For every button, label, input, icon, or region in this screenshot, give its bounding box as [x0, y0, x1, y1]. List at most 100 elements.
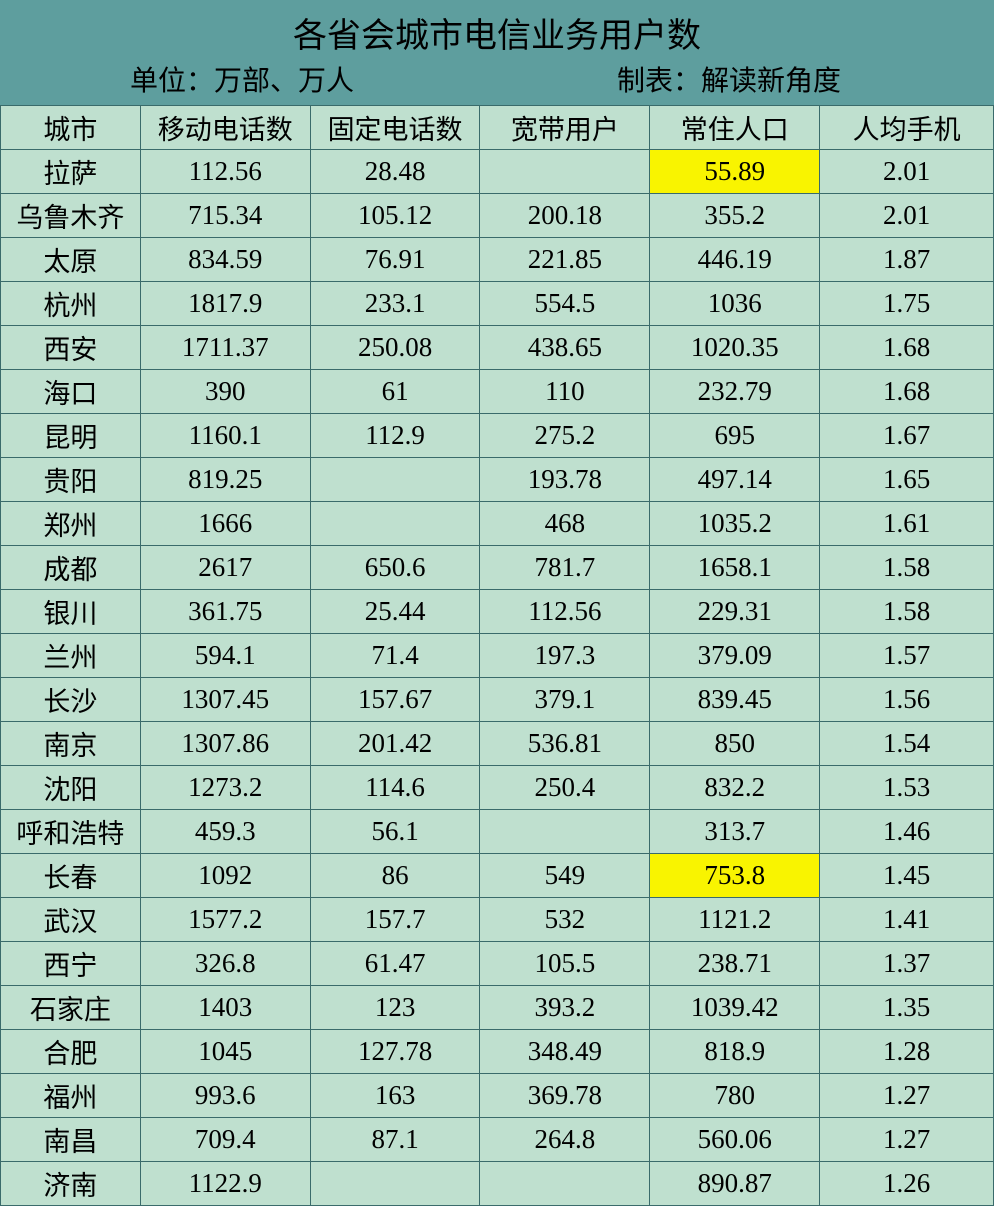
- cell-pop: 1020.35: [650, 326, 820, 370]
- cell-fixed: 61: [310, 370, 480, 414]
- cell-fixed: 123: [310, 986, 480, 1030]
- table-row: 西安1711.37250.08438.651020.351.68: [1, 326, 994, 370]
- cell-pop: 695: [650, 414, 820, 458]
- cell-mobile: 1122.9: [140, 1162, 310, 1206]
- cell-broadband: [480, 150, 650, 194]
- cell-pop: 560.06: [650, 1118, 820, 1162]
- cell-mobile: 993.6: [140, 1074, 310, 1118]
- cell-mobile: 1160.1: [140, 414, 310, 458]
- cell-mobile: 1711.37: [140, 326, 310, 370]
- cell-mobile: 1817.9: [140, 282, 310, 326]
- cell-percap: 2.01: [820, 194, 994, 238]
- cell-city: 石家庄: [1, 986, 141, 1030]
- cell-city: 兰州: [1, 634, 141, 678]
- cell-fixed: 201.42: [310, 722, 480, 766]
- table-row: 杭州1817.9233.1554.510361.75: [1, 282, 994, 326]
- cell-city: 杭州: [1, 282, 141, 326]
- cell-broadband: 369.78: [480, 1074, 650, 1118]
- cell-mobile: 1092: [140, 854, 310, 898]
- author-label: 制表：解读新角度: [507, 59, 994, 99]
- cell-broadband: 554.5: [480, 282, 650, 326]
- cell-fixed: 56.1: [310, 810, 480, 854]
- cell-pop: 780: [650, 1074, 820, 1118]
- cell-pop: 818.9: [650, 1030, 820, 1074]
- cell-percap: 1.41: [820, 898, 994, 942]
- cell-mobile: 459.3: [140, 810, 310, 854]
- cell-fixed: 233.1: [310, 282, 480, 326]
- header-area: 各省会城市电信业务用户数 单位：万部、万人 制表：解读新角度: [0, 0, 994, 105]
- cell-mobile: 390: [140, 370, 310, 414]
- cell-city: 西宁: [1, 942, 141, 986]
- cell-percap: 1.67: [820, 414, 994, 458]
- col-header-broadband: 宽带用户: [480, 106, 650, 150]
- cell-broadband: 193.78: [480, 458, 650, 502]
- cell-broadband: 532: [480, 898, 650, 942]
- cell-pop: 238.71: [650, 942, 820, 986]
- cell-mobile: 594.1: [140, 634, 310, 678]
- cell-broadband: 468: [480, 502, 650, 546]
- cell-pop: 890.87: [650, 1162, 820, 1206]
- cell-percap: 1.27: [820, 1118, 994, 1162]
- table-row: 石家庄1403123393.21039.421.35: [1, 986, 994, 1030]
- table-row: 贵阳819.25193.78497.141.65: [1, 458, 994, 502]
- cell-city: 福州: [1, 1074, 141, 1118]
- report-title: 各省会城市电信业务用户数: [0, 6, 994, 59]
- cell-fixed: 87.1: [310, 1118, 480, 1162]
- cell-percap: 1.65: [820, 458, 994, 502]
- cell-fixed: 157.67: [310, 678, 480, 722]
- table-row: 南昌709.487.1264.8560.061.27: [1, 1118, 994, 1162]
- cell-fixed: 163: [310, 1074, 480, 1118]
- cell-broadband: 348.49: [480, 1030, 650, 1074]
- data-table: 城市 移动电话数 固定电话数 宽带用户 常住人口 人均手机 拉萨112.5628…: [0, 105, 994, 1206]
- cell-percap: 1.28: [820, 1030, 994, 1074]
- table-header-row: 城市 移动电话数 固定电话数 宽带用户 常住人口 人均手机: [1, 106, 994, 150]
- cell-pop: 232.79: [650, 370, 820, 414]
- cell-pop: 313.7: [650, 810, 820, 854]
- cell-fixed: 86: [310, 854, 480, 898]
- cell-pop: 1039.42: [650, 986, 820, 1030]
- table-row: 沈阳1273.2114.6250.4832.21.53: [1, 766, 994, 810]
- table-row: 长春109286549753.81.45: [1, 854, 994, 898]
- cell-percap: 1.37: [820, 942, 994, 986]
- cell-city: 济南: [1, 1162, 141, 1206]
- cell-fixed: 28.48: [310, 150, 480, 194]
- cell-city: 贵阳: [1, 458, 141, 502]
- cell-percap: 1.56: [820, 678, 994, 722]
- cell-mobile: 819.25: [140, 458, 310, 502]
- col-header-pop: 常住人口: [650, 106, 820, 150]
- cell-broadband: 379.1: [480, 678, 650, 722]
- subtitle-row: 单位：万部、万人 制表：解读新角度: [0, 59, 994, 103]
- cell-fixed: 105.12: [310, 194, 480, 238]
- report-container: 各省会城市电信业务用户数 单位：万部、万人 制表：解读新角度 城市 移动电话数 …: [0, 0, 994, 1206]
- cell-broadband: [480, 810, 650, 854]
- cell-percap: 1.58: [820, 590, 994, 634]
- cell-city: 昆明: [1, 414, 141, 458]
- cell-broadband: 536.81: [480, 722, 650, 766]
- cell-mobile: 2617: [140, 546, 310, 590]
- cell-fixed: [310, 1162, 480, 1206]
- cell-mobile: 361.75: [140, 590, 310, 634]
- cell-city: 南京: [1, 722, 141, 766]
- cell-fixed: [310, 502, 480, 546]
- cell-mobile: 1273.2: [140, 766, 310, 810]
- cell-fixed: 25.44: [310, 590, 480, 634]
- table-row: 西宁326.861.47105.5238.711.37: [1, 942, 994, 986]
- cell-percap: 1.27: [820, 1074, 994, 1118]
- cell-broadband: 200.18: [480, 194, 650, 238]
- cell-fixed: 61.47: [310, 942, 480, 986]
- cell-percap: 1.75: [820, 282, 994, 326]
- cell-broadband: 549: [480, 854, 650, 898]
- col-header-percap: 人均手机: [820, 106, 994, 150]
- cell-fixed: 112.9: [310, 414, 480, 458]
- cell-pop: 379.09: [650, 634, 820, 678]
- cell-fixed: 76.91: [310, 238, 480, 282]
- cell-fixed: 157.7: [310, 898, 480, 942]
- table-row: 拉萨112.5628.4855.892.01: [1, 150, 994, 194]
- cell-broadband: 112.56: [480, 590, 650, 634]
- table-row: 福州993.6163369.787801.27: [1, 1074, 994, 1118]
- cell-city: 西安: [1, 326, 141, 370]
- cell-percap: 1.68: [820, 326, 994, 370]
- cell-pop: 1036: [650, 282, 820, 326]
- cell-pop: 1035.2: [650, 502, 820, 546]
- cell-broadband: [480, 1162, 650, 1206]
